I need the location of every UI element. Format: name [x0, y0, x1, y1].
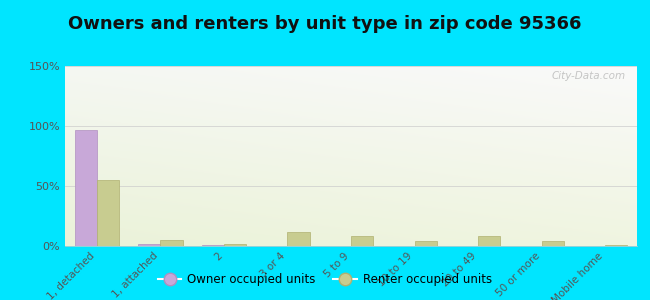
Bar	[605, 245, 627, 246]
Bar	[224, 244, 246, 246]
Bar	[351, 236, 373, 246]
Bar	[97, 180, 119, 246]
Text: City-Data.com: City-Data.com	[551, 71, 625, 81]
Bar	[541, 241, 564, 246]
Bar	[287, 232, 309, 246]
Bar	[415, 241, 437, 246]
Bar	[75, 130, 97, 246]
Bar	[161, 240, 183, 246]
Bar	[478, 236, 500, 246]
Text: Owners and renters by unit type in zip code 95366: Owners and renters by unit type in zip c…	[68, 15, 582, 33]
Legend: Owner occupied units, Renter occupied units: Owner occupied units, Renter occupied un…	[153, 269, 497, 291]
Bar	[202, 245, 224, 246]
Bar	[138, 244, 161, 246]
